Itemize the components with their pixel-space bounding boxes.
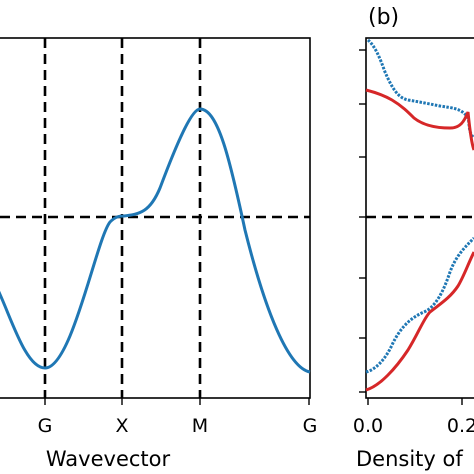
dos-red-conduction-lower <box>365 251 474 392</box>
xtick-label-b-0: 0.0 <box>353 415 383 437</box>
y-ticks-b <box>359 49 366 393</box>
x-axis-label-b: Density of <box>356 447 463 471</box>
panel-a: G X M G Wavevector <box>0 37 318 471</box>
dos-red-valence-upper <box>365 88 474 151</box>
xtick-label-g2: G <box>303 415 318 437</box>
band-curve <box>0 107 311 374</box>
xtick-label-b-1: 0.2 <box>447 415 474 437</box>
panel-b: (b) 0.0 0.2 Density of <box>353 5 474 471</box>
dos-blue-conduction-lower <box>365 236 474 374</box>
x-axis-label-a: Wavevector <box>46 447 171 471</box>
xtick-label-g: G <box>38 415 53 437</box>
xtick-label-m: M <box>192 415 208 437</box>
panel-label-b: (b) <box>368 5 399 30</box>
dos-blue-valence-upper <box>366 38 474 140</box>
xtick-label-x: X <box>115 415 128 437</box>
